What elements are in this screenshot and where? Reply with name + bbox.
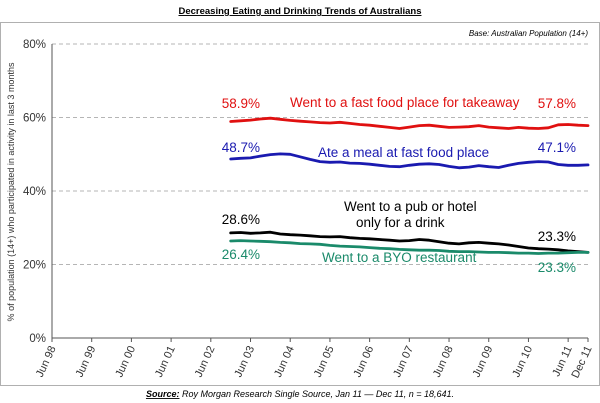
x-tick-label: Jun 99 xyxy=(74,344,99,379)
y-tick-label: 60% xyxy=(23,113,46,125)
series-line-2 xyxy=(229,152,590,170)
series-name-label: Went to a pub or hotel xyxy=(344,199,477,214)
x-tick-label: Jun 98 xyxy=(34,344,59,379)
x-axis-ticks: Jun 98 Jun 99 Jun 00 Jun 01 Jun 02 Jun 03 Jun … xyxy=(34,338,595,380)
x-tick-label: Jun 03 xyxy=(232,344,257,379)
end-value-label: 23.3% xyxy=(538,260,576,275)
base-note: Base: Australian Population (14+) xyxy=(469,29,588,38)
x-tick-label: Jun 02 xyxy=(193,344,218,379)
y-axis-label: % of population (14+) who participated i… xyxy=(6,62,16,321)
series-line-4 xyxy=(229,239,590,255)
end-value-label: 47.1% xyxy=(538,140,576,155)
x-tick-label: Jun 04 xyxy=(272,344,297,379)
series-lines xyxy=(229,116,590,255)
end-value-label: 57.8% xyxy=(538,96,576,111)
x-tick-label: Jun 06 xyxy=(352,344,377,379)
y-axis-ticks: 0% 20% 40% 60% 80% xyxy=(23,39,46,345)
series-name-label: Ate a meal at fast food place xyxy=(318,145,489,160)
y-tick-label: 20% xyxy=(23,260,46,272)
x-tick-label: Jun 05 xyxy=(312,344,337,379)
source-label: Source: xyxy=(146,389,180,399)
x-tick-label: Jun 08 xyxy=(431,344,456,379)
gridlines xyxy=(52,43,588,265)
x-tick-label: Jun 07 xyxy=(391,344,416,379)
x-tick-label: Jun 00 xyxy=(113,344,138,379)
series-line-1 xyxy=(229,116,590,130)
series-name-label: only for a drink xyxy=(356,215,445,230)
x-tick-label: Jun 10 xyxy=(510,344,535,379)
y-tick-label: 40% xyxy=(23,186,46,198)
series-name-label: Went to a fast food place for takeaway xyxy=(290,95,520,110)
source-text: Roy Morgan Research Single Source, Jan 1… xyxy=(179,389,454,399)
x-tick-label: Jun 01 xyxy=(153,344,178,379)
start-value-label: 58.9% xyxy=(222,96,260,111)
y-tick-label: 0% xyxy=(29,333,46,345)
chart-frame xyxy=(0,22,600,386)
y-tick-label: 80% xyxy=(23,39,46,51)
start-value-label: 48.7% xyxy=(222,140,260,155)
axes xyxy=(51,44,588,339)
source-note: Source: Roy Morgan Research Single Sourc… xyxy=(146,389,454,399)
start-value-label: 28.6% xyxy=(222,212,260,227)
series-line-3 xyxy=(229,230,590,254)
chart-title: Decreasing Eating and Drinking Trends of… xyxy=(178,6,421,17)
series-name-label: Went to a BYO restaurant xyxy=(322,250,477,265)
x-tick-label: Jun 09 xyxy=(471,344,496,379)
end-value-label: 23.3% xyxy=(538,229,576,244)
start-value-label: 26.4% xyxy=(222,247,260,262)
series-labels: 58.9% 57.8% Went to a fast food place for … xyxy=(222,95,576,275)
